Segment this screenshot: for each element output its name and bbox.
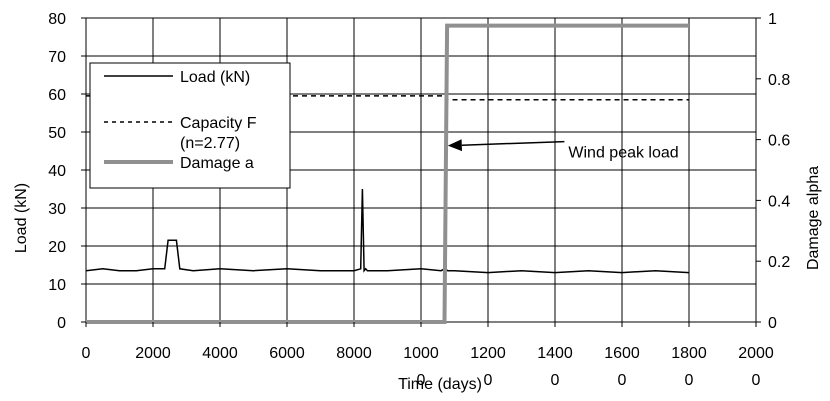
y-tick-label: 30 xyxy=(48,201,66,218)
x-tick-label: 1800 xyxy=(671,345,707,362)
x-tick-label-line2: 0 xyxy=(618,372,627,389)
x-tick-label-line2: 0 xyxy=(484,372,493,389)
x-tick-label-line2: 0 xyxy=(685,372,694,389)
x-tick-label: 0 xyxy=(82,345,91,362)
annotation-wind-peak-load: Wind peak load xyxy=(568,145,678,162)
y-tick-label: 10 xyxy=(48,277,66,294)
x-tick-label: 1000 xyxy=(403,345,439,362)
x-axis-title: Time (days) xyxy=(398,376,482,393)
legend-label-damage: Damage a xyxy=(180,155,254,172)
x-tick-label: 1600 xyxy=(604,345,640,362)
y-tick-label: 80 xyxy=(48,11,66,28)
x-tick-label-line2: 0 xyxy=(551,372,560,389)
series-damage-line xyxy=(86,23,689,324)
y2-tick-label: 0.4 xyxy=(768,193,790,210)
legend-label-load: Load (kN) xyxy=(180,69,250,86)
annotation: Wind peak load xyxy=(447,139,679,162)
legend-box xyxy=(89,62,291,189)
legend: Load (kN) Capacity F (n=2.77) Damage a xyxy=(89,62,291,189)
grid-lines xyxy=(86,18,756,322)
tick-labels: 0 2000 4000 6000 8000 10000120001400016000180… xyxy=(48,11,790,389)
y2-axis-title: Damage alpha xyxy=(805,166,822,270)
x-tick-label: 6000 xyxy=(269,345,305,362)
y-tick-label: 0 xyxy=(57,315,66,332)
y-tick-label: 70 xyxy=(48,49,66,66)
x-tick-label: 1400 xyxy=(537,345,573,362)
legend-label-capacity: Capacity F (n=2.77) xyxy=(180,115,261,152)
y2-tick-label: 1 xyxy=(768,11,777,28)
y-tick-label: 20 xyxy=(48,239,66,256)
x-tick-label-line2: 0 xyxy=(752,372,761,389)
annotation-arrow xyxy=(461,140,565,146)
y-tick-label: 40 xyxy=(48,163,66,180)
y-axis-title: Load (kN) xyxy=(13,183,30,253)
y-tick-label: 60 xyxy=(48,87,66,104)
series-load-line xyxy=(85,188,690,274)
x-tick-label: 2000 xyxy=(738,345,774,362)
y2-tick-label: 0.6 xyxy=(768,133,790,150)
x-tick-label: 4000 xyxy=(202,345,238,362)
x-tick-label: 8000 xyxy=(336,345,372,362)
x-tick-label: 1200 xyxy=(470,345,506,362)
y2-tick-label: 0.8 xyxy=(768,72,790,89)
y2-tick-label: 0 xyxy=(768,315,777,332)
annotation-arrowhead xyxy=(447,139,463,152)
x-tick-label: 2000 xyxy=(135,345,171,362)
y-tick-label: 50 xyxy=(48,125,66,142)
y2-tick-label: 0.2 xyxy=(768,254,790,271)
x-tick-label-line2: 0 xyxy=(417,372,426,389)
